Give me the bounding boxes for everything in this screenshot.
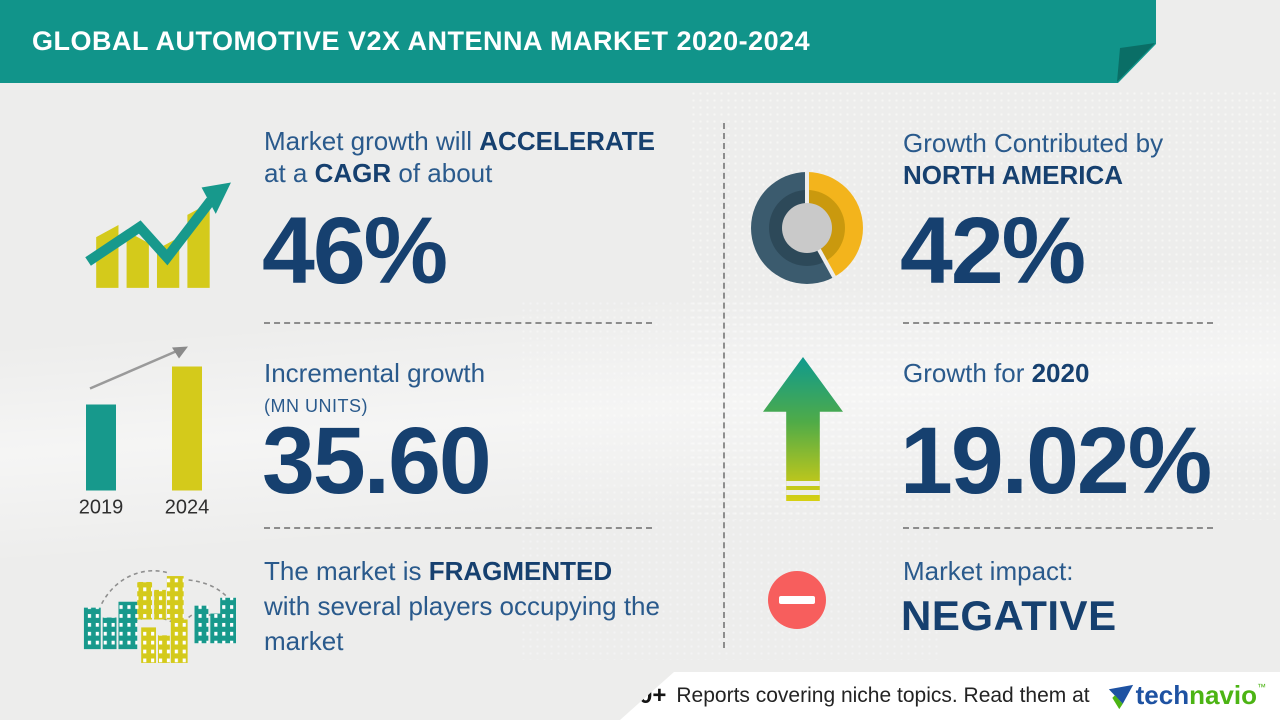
footer-bar: 17000+ Reports covering niche topics. Re… bbox=[620, 672, 1280, 720]
cagr-lead1: Market growth will bbox=[264, 126, 480, 156]
separator bbox=[903, 322, 1213, 324]
logo-trademark: ™ bbox=[1257, 682, 1266, 692]
cagr-lead3: of about bbox=[391, 158, 493, 188]
growth-trend-icon bbox=[85, 182, 231, 288]
separator bbox=[903, 527, 1213, 529]
buildings-network-icon bbox=[83, 569, 236, 663]
bar-label-2019: 2019 bbox=[79, 497, 124, 519]
region-lead: Growth Contributed by bbox=[903, 128, 1164, 158]
incremental-value: 35.60 bbox=[262, 408, 492, 514]
arrow-stripe bbox=[763, 481, 843, 486]
fragmented-line1: The market is FRAGMENTED bbox=[264, 556, 612, 587]
fragmented-line3: market bbox=[264, 626, 344, 656]
fragmented-line2: with several players occupying the bbox=[264, 591, 660, 621]
minus-circle-icon bbox=[768, 571, 826, 629]
cagr-accent-cagr: CAGR bbox=[314, 158, 392, 188]
cagr-line2: at a CAGR of about bbox=[264, 158, 492, 189]
up-arrow-icon bbox=[763, 357, 843, 501]
impact-value: NEGATIVE bbox=[901, 592, 1117, 639]
separator bbox=[264, 322, 652, 324]
growth2020-line: Growth for 2020 bbox=[903, 358, 1089, 389]
logo-tech: tech bbox=[1135, 680, 1190, 710]
fragmented-lead: The market is bbox=[264, 556, 429, 586]
column-divider bbox=[723, 123, 725, 648]
cagr-value: 46% bbox=[262, 198, 448, 304]
technavio-logo[interactable]: tech navio ™ bbox=[1108, 680, 1266, 712]
impact-label: Market impact: bbox=[903, 556, 1074, 586]
cagr-line1: Market growth will ACCELERATE bbox=[264, 126, 655, 157]
region-name: NORTH AMERICA bbox=[903, 160, 1124, 190]
bar-chart-icon: 2019 2024 bbox=[79, 346, 210, 519]
bar-label-2024: 2024 bbox=[165, 497, 210, 519]
growth2020-year: 2020 bbox=[1031, 358, 1090, 388]
cagr-lead2: at a bbox=[264, 158, 315, 188]
report-count: 17000+ bbox=[585, 682, 667, 709]
growth2020-value: 19.02% bbox=[900, 408, 1212, 514]
header-ribbon: GLOBAL AUTOMOTIVE V2X ANTENNA MARKET 202… bbox=[0, 0, 1156, 83]
arrow-stripe bbox=[763, 490, 843, 495]
page-title: GLOBAL AUTOMOTIVE V2X ANTENNA MARKET 202… bbox=[32, 26, 811, 56]
donut-center bbox=[782, 203, 832, 253]
incremental-units: (MN UNITS) bbox=[264, 396, 368, 416]
fragmented-accent: FRAGMENTED bbox=[428, 556, 613, 586]
incremental-title: Incremental growth bbox=[264, 358, 486, 388]
region-value: 42% bbox=[900, 198, 1086, 304]
cagr-accent-accelerate: ACCELERATE bbox=[479, 126, 656, 156]
separator bbox=[264, 527, 652, 529]
technavio-logo-icon bbox=[1108, 684, 1133, 710]
donut-chart-icon bbox=[751, 172, 863, 284]
logo-navio: navio bbox=[1189, 680, 1257, 710]
donut-gap-line bbox=[805, 172, 809, 228]
growth2020-lead: Growth for bbox=[903, 358, 1032, 388]
footer-text: Reports covering niche topics. Read them… bbox=[676, 684, 1090, 707]
minus-bar bbox=[779, 596, 815, 604]
